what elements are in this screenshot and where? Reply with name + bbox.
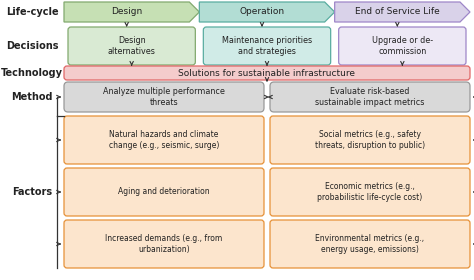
- Text: Economic metrics (e.g.,
probabilistic life-cycle cost): Economic metrics (e.g., probabilistic li…: [318, 182, 423, 202]
- FancyBboxPatch shape: [270, 168, 470, 216]
- FancyBboxPatch shape: [270, 220, 470, 268]
- Text: Environmental metrics (e.g.,
energy usage, emissions): Environmental metrics (e.g., energy usag…: [315, 234, 425, 254]
- Text: Social metrics (e.g., safety
threats, disruption to public): Social metrics (e.g., safety threats, di…: [315, 130, 425, 150]
- Text: Increased demands (e.g., from
urbanization): Increased demands (e.g., from urbanizati…: [105, 234, 223, 254]
- Text: Decisions: Decisions: [6, 41, 58, 51]
- Polygon shape: [64, 2, 200, 22]
- FancyBboxPatch shape: [270, 82, 470, 112]
- Polygon shape: [335, 2, 470, 22]
- FancyBboxPatch shape: [203, 27, 331, 65]
- Text: Aging and deterioration: Aging and deterioration: [118, 188, 210, 197]
- Text: Factors: Factors: [12, 187, 52, 197]
- Text: Life-cycle: Life-cycle: [6, 7, 58, 17]
- Text: Analyze multiple performance
threats: Analyze multiple performance threats: [103, 87, 225, 107]
- Text: Technology: Technology: [1, 68, 63, 78]
- Text: Maintenance priorities
and strategies: Maintenance priorities and strategies: [222, 36, 312, 56]
- FancyBboxPatch shape: [64, 82, 264, 112]
- FancyBboxPatch shape: [68, 27, 195, 65]
- FancyBboxPatch shape: [270, 116, 470, 164]
- Text: Upgrade or de-
commission: Upgrade or de- commission: [372, 36, 433, 56]
- Text: Solutions for sustainable infrastructure: Solutions for sustainable infrastructure: [179, 69, 356, 78]
- Text: Design: Design: [111, 8, 142, 17]
- Text: Method: Method: [11, 92, 53, 102]
- FancyBboxPatch shape: [338, 27, 466, 65]
- FancyBboxPatch shape: [64, 220, 264, 268]
- Text: Natural hazards and climate
change (e.g., seismic, surge): Natural hazards and climate change (e.g.…: [109, 130, 219, 150]
- Text: Design
alternatives: Design alternatives: [108, 36, 155, 56]
- FancyBboxPatch shape: [64, 66, 470, 80]
- FancyBboxPatch shape: [64, 168, 264, 216]
- Polygon shape: [200, 2, 335, 22]
- FancyBboxPatch shape: [64, 116, 264, 164]
- Text: Evaluate risk-based
sustainable impact metrics: Evaluate risk-based sustainable impact m…: [315, 87, 425, 107]
- Text: End of Service Life: End of Service Life: [355, 8, 440, 17]
- Text: Operation: Operation: [239, 8, 284, 17]
